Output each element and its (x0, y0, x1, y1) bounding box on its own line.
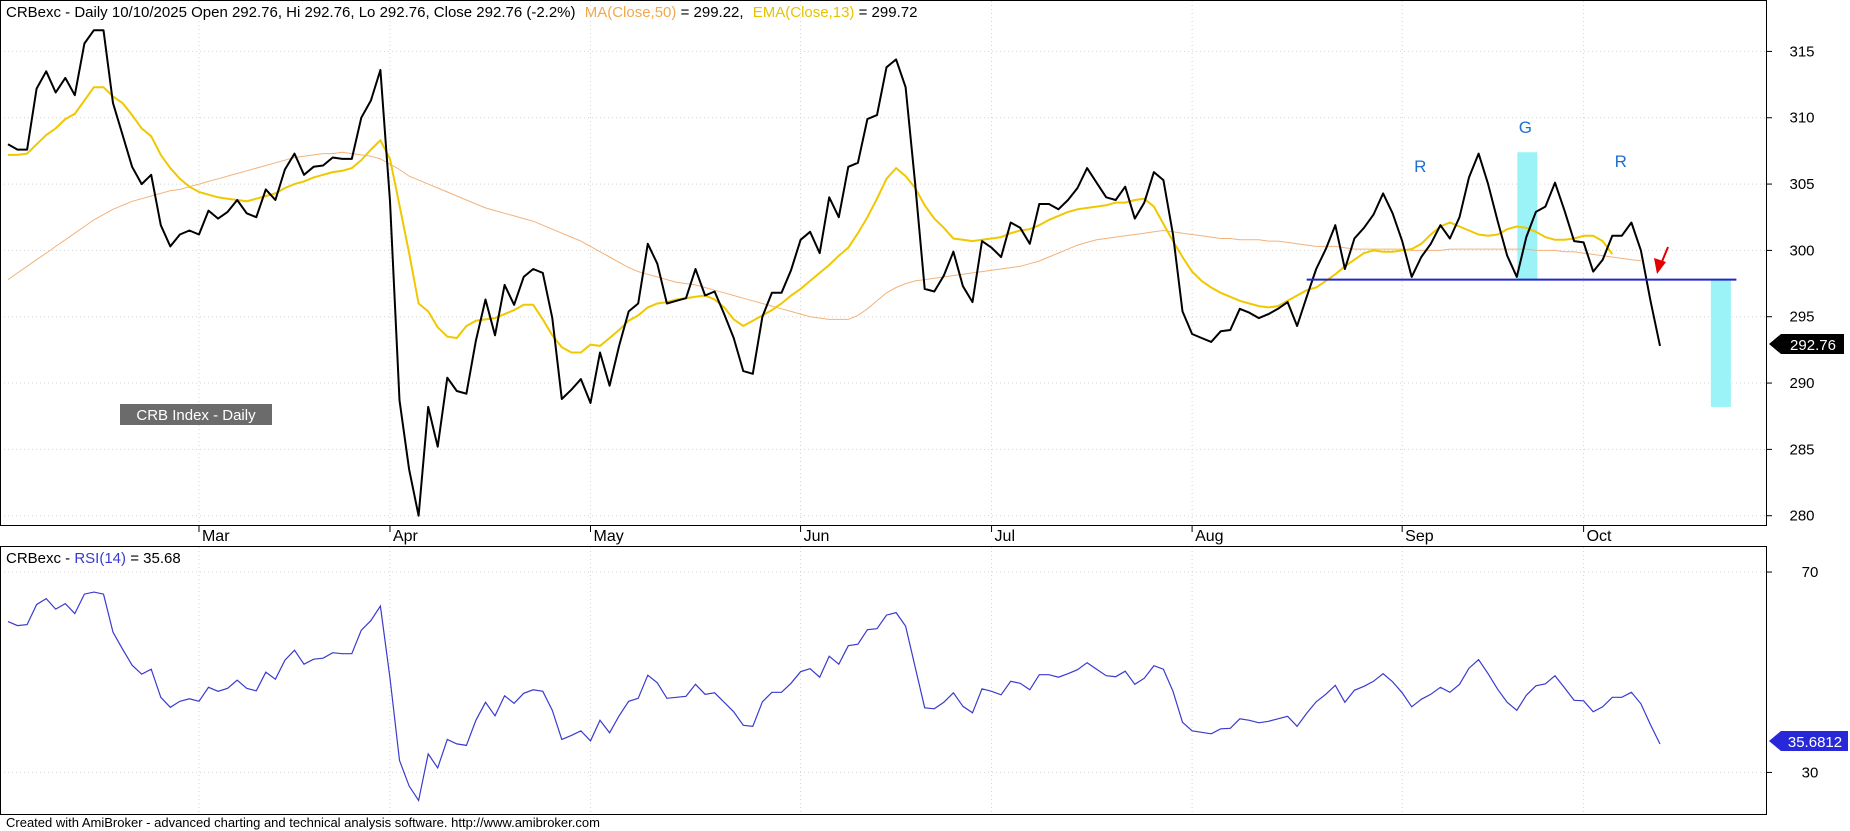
rsi-tag-shape (1769, 731, 1848, 751)
rsi-line (7, 591, 1661, 803)
month-axis: Mar Apr May Jun Jul Aug Sep Oct (198, 525, 1612, 545)
month-label: Mar (202, 528, 230, 545)
chart-label-background (120, 404, 272, 425)
pattern-label: G (1519, 118, 1532, 137)
rsi-header-value: = 35.68 (130, 550, 180, 567)
month-label: Sep (1405, 528, 1434, 545)
price-header: CRBexc - Daily 10/10/2025 Open 292.76, H… (6, 4, 917, 21)
rsi-tick-label: 70 (1802, 564, 1819, 581)
rsi-grid (0, 547, 1766, 814)
header-ma-label: MA(Close,50) (585, 4, 677, 21)
rsi-pane-border (0, 546, 1767, 815)
head-highlight (1517, 152, 1538, 280)
price-tick-label: 280 (1789, 508, 1814, 525)
ma50-line (7, 151, 1641, 320)
header-ma-value: = 299.22, (681, 4, 744, 21)
chart-label: CRB Index - Daily (136, 407, 256, 424)
rsi-header-label: RSI(14) (74, 550, 126, 567)
header-ema-label: EMA(Close,13) (753, 4, 855, 21)
footer-credit: Created with AmiBroker - advanced charti… (6, 815, 600, 830)
last-price-tag-text: 292.76 (1790, 337, 1836, 354)
price-tick-label: 310 (1789, 110, 1814, 127)
price-line (7, 29, 1661, 517)
ema13-line (8, 86, 1614, 354)
header-prefix: CRBexc - Daily 10/10/2025 Open 292.76, H… (6, 4, 576, 21)
breakdown-highlight (1710, 279, 1731, 407)
pattern-labels: R G R (1414, 118, 1627, 176)
price-tick-label: 305 (1789, 176, 1814, 193)
rsi-axis: 70 30 (1766, 564, 1818, 781)
price-pane-border (0, 0, 1767, 526)
pattern-label: R (1615, 152, 1627, 171)
rsi-header: CRBexc - RSI(14) = 35.68 (6, 550, 181, 567)
price-pane: 315 310 305 300 295 290 285 280 Mar Apr May Jun Jul… (0, 0, 1844, 545)
price-tick-label: 290 (1789, 375, 1814, 392)
price-tick-label: 315 (1789, 43, 1814, 60)
month-label: May (593, 528, 623, 545)
rsi-tag: 35.6812 (1769, 731, 1848, 751)
last-price-tag-shape (1769, 334, 1844, 354)
header-ema-value: = 299.72 (859, 4, 918, 21)
breakdown-arrow-head (1654, 258, 1666, 274)
price-grid (0, 1, 1766, 525)
pattern-highlights (1517, 152, 1731, 407)
rsi-header-prefix: CRBexc - (6, 550, 74, 567)
rsi-pane: 70 30 CRBexc - RSI(14) = 35.68 35.6812 (0, 546, 1848, 815)
month-label: Oct (1587, 528, 1612, 545)
chart-label-box: CRB Index - Daily (120, 404, 272, 425)
price-axis: 315 310 305 300 295 290 285 280 (1766, 43, 1815, 525)
month-label: Jul (995, 528, 1015, 545)
rsi-tag-text: 35.6812 (1788, 734, 1842, 751)
price-tick-label: 300 (1789, 242, 1814, 259)
breakdown-arrow (1654, 246, 1669, 274)
price-tick-label: 285 (1789, 441, 1814, 458)
month-label: Apr (393, 528, 419, 545)
price-tick-label: 295 (1789, 309, 1814, 326)
rsi-tick-label: 30 (1802, 764, 1819, 781)
last-price-tag: 292.76 (1769, 334, 1844, 354)
month-label: Aug (1195, 528, 1223, 545)
month-label: Jun (804, 528, 830, 545)
pattern-label: R (1414, 157, 1426, 176)
